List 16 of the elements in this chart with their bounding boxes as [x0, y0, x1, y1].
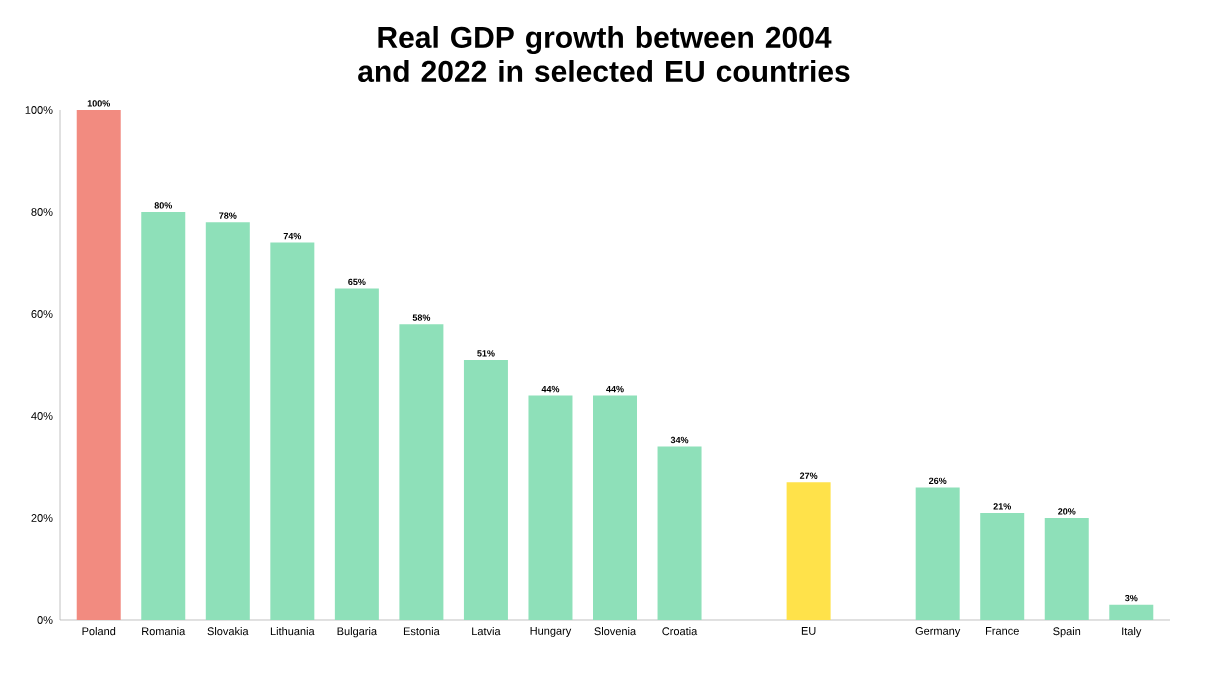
chart-title: Real GDP growth between 2004 and 2022 in selected EU countries — [358, 25, 850, 82]
bar — [270, 242, 315, 620]
bar — [593, 395, 637, 620]
bar — [915, 487, 960, 620]
bar — [528, 395, 573, 620]
bar — [399, 324, 444, 620]
bar — [205, 222, 250, 620]
bar — [1044, 518, 1089, 620]
bar — [1109, 604, 1154, 620]
bar — [657, 446, 702, 620]
bar — [463, 359, 508, 620]
bar — [334, 288, 379, 620]
bar — [980, 512, 1025, 620]
bar — [76, 110, 121, 620]
bar — [141, 212, 186, 620]
bar — [786, 482, 831, 620]
